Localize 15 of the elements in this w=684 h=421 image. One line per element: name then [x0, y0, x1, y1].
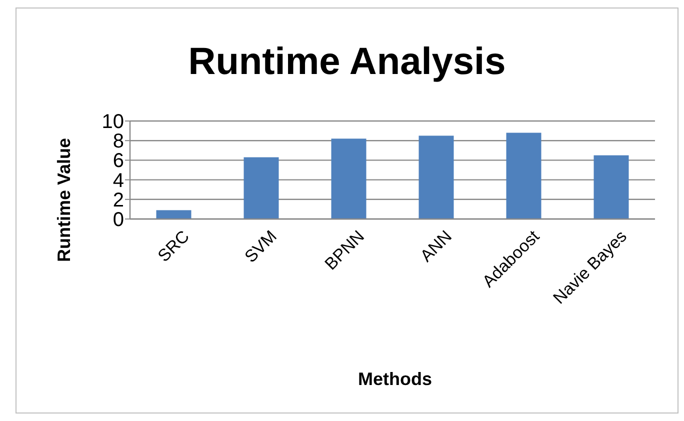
bar [331, 138, 366, 219]
y-tick-label: 8 [112, 130, 124, 153]
x-axis-title: Methods [358, 369, 432, 389]
y-tick-label: 4 [112, 170, 124, 192]
bar [244, 157, 279, 219]
y-tick-label: 0 [112, 209, 124, 231]
bar [506, 132, 542, 219]
chart-title: Runtime Analysis [188, 41, 506, 83]
bar [594, 155, 629, 219]
y-tick-label: 2 [112, 189, 124, 212]
y-tick-label: 10 [102, 111, 124, 133]
y-tick-label: 6 [112, 150, 124, 172]
bar [418, 136, 454, 219]
y-axis-title: Runtime Value [54, 138, 74, 262]
bar [156, 210, 192, 219]
